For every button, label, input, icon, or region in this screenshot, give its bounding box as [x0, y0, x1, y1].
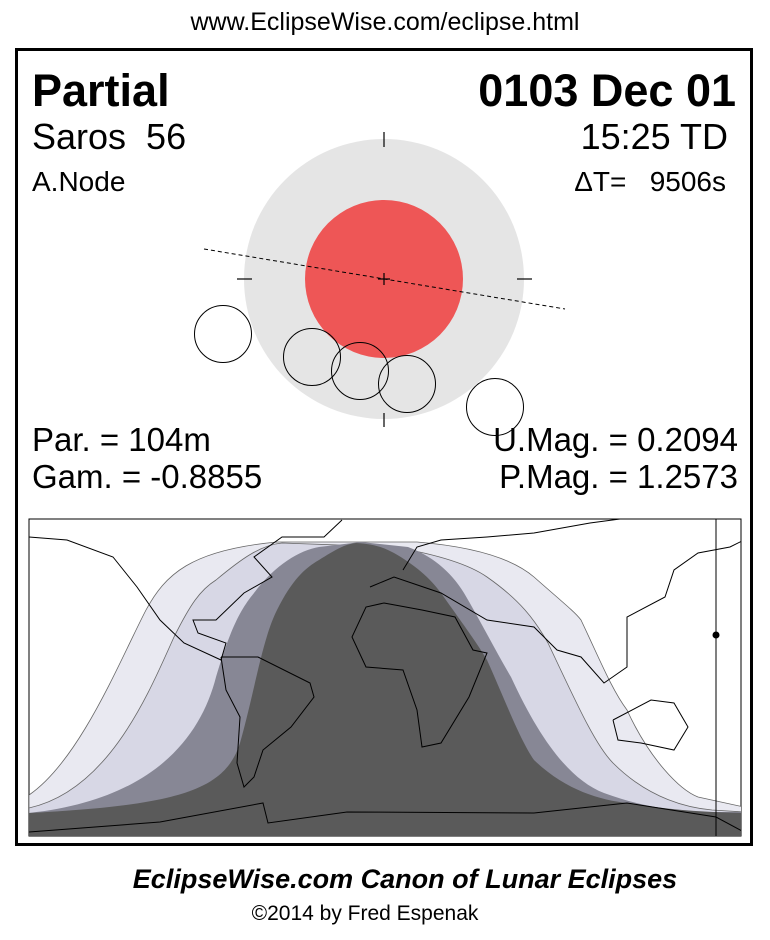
coast-eurasia	[369, 540, 741, 684]
moon-u4	[378, 355, 436, 413]
umbral-zone	[29, 543, 741, 836]
moon-p1	[194, 305, 252, 363]
subsolar-point-marker	[712, 631, 720, 639]
coast-north-america	[29, 519, 343, 661]
saros-number: Saros 56	[32, 116, 187, 157]
axis-ticks	[237, 132, 532, 427]
coastlines	[29, 519, 741, 833]
umbral-magnitude: U.Mag. = 0.2094	[493, 421, 738, 458]
coast-australia	[612, 699, 689, 751]
eclipse-panel-frame	[15, 48, 753, 846]
eclipse-time: 15:25 TD	[580, 116, 728, 157]
eclipse-date: 0103 Dec 01	[478, 65, 736, 116]
eclipse-type: Partial	[32, 65, 170, 116]
visibility-map	[28, 518, 742, 837]
coast-antarctica	[29, 802, 741, 833]
coast-south-america	[220, 656, 315, 788]
footer-copyright: ©2014 by Fred Espenak	[251, 902, 479, 925]
coast-africa	[351, 602, 488, 748]
moon-greatest	[331, 342, 389, 400]
partial-duration: Par. = 104m	[32, 421, 211, 458]
node: A.Node	[32, 166, 126, 197]
penumbral-magnitude: P.Mag. = 1.2573	[499, 458, 738, 495]
coast-europe-north	[402, 519, 621, 571]
moon-p4	[466, 378, 524, 436]
moon-u1	[283, 328, 341, 386]
delta-t: ΔT= 9506s	[574, 166, 726, 197]
source-url: www.EclipseWise.com/eclipse.html	[190, 8, 580, 36]
shadow-diagram	[194, 132, 566, 436]
gamma: Gam. = -0.8855	[32, 458, 263, 495]
footer-title: EclipseWise.com Canon of Lunar Eclipses	[132, 864, 678, 894]
